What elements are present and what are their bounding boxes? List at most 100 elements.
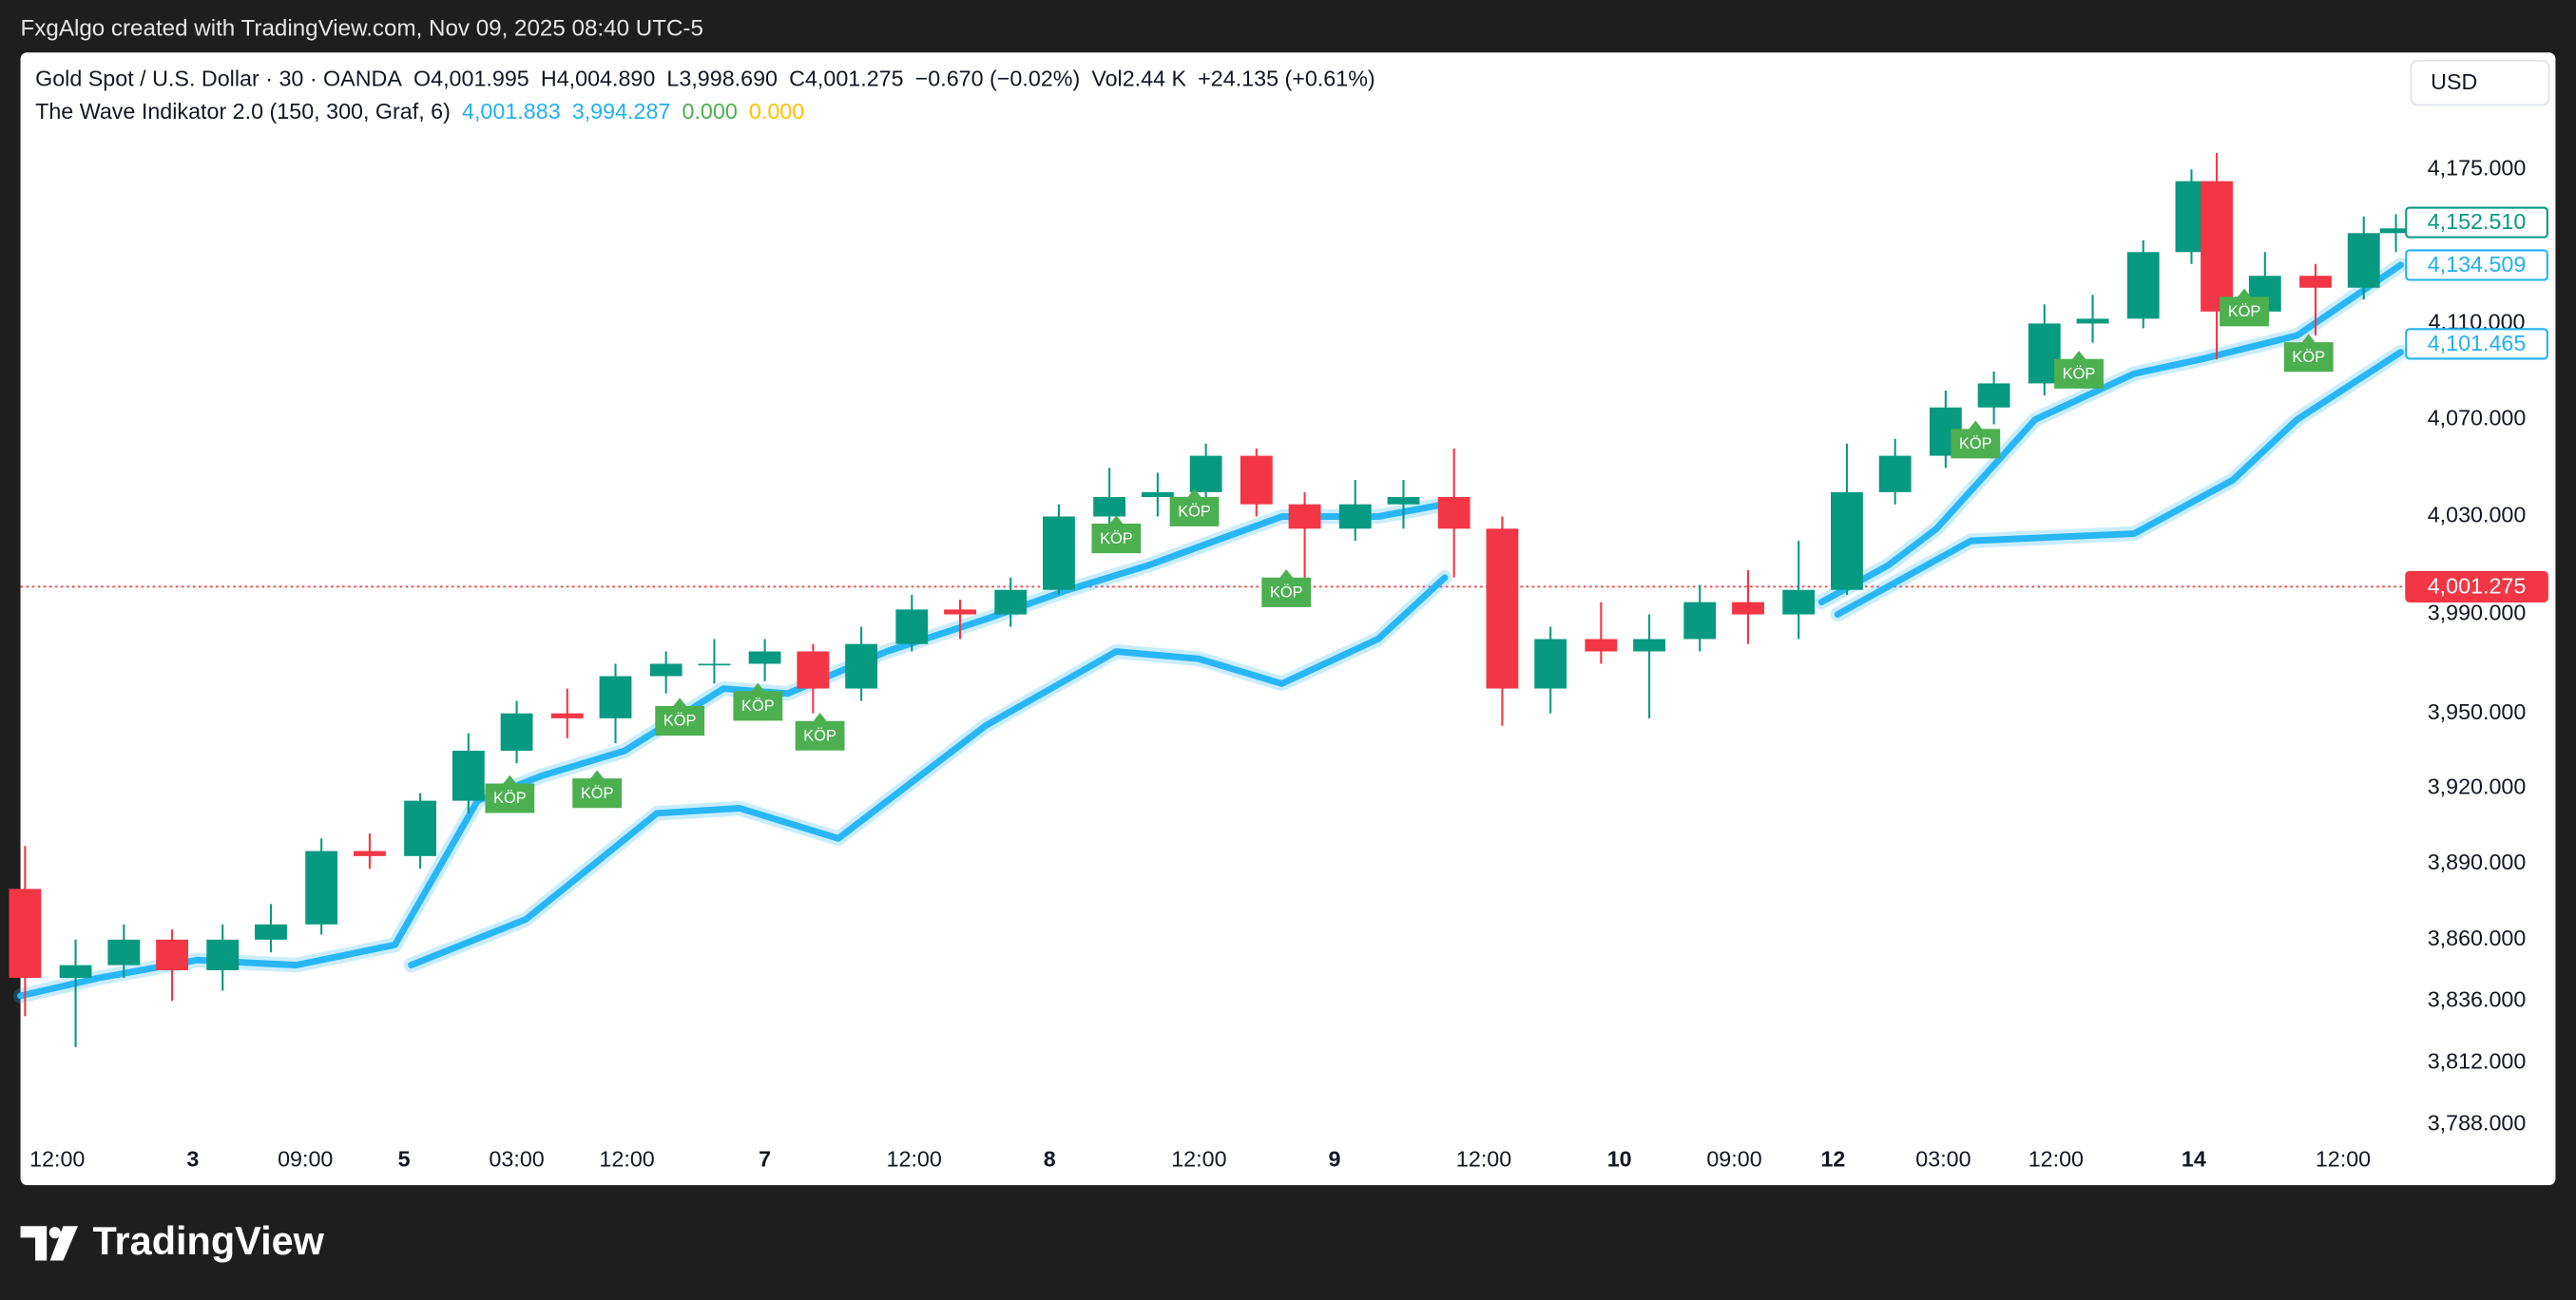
candle-body bbox=[1977, 383, 2010, 408]
candle-body bbox=[1831, 491, 1863, 590]
signal-label: KÖP bbox=[741, 698, 775, 715]
x-tick-label: 9 bbox=[1328, 1146, 1340, 1171]
logo-mark bbox=[20, 1226, 48, 1261]
candle-body bbox=[1240, 455, 1273, 505]
candle-body bbox=[2299, 276, 2332, 288]
y-tick-label: 3,990.000 bbox=[2428, 601, 2527, 625]
symbol-legend: Gold Spot / U.S. Dollar · 30 · OANDA O4,0… bbox=[35, 67, 1375, 91]
signal-label: KÖP bbox=[2063, 366, 2096, 383]
logo-mark bbox=[48, 1227, 61, 1239]
x-tick-label: 3 bbox=[186, 1146, 199, 1171]
y-tick-label: 4,070.000 bbox=[2428, 406, 2527, 430]
y-tick-label: 3,920.000 bbox=[2428, 774, 2527, 799]
legend-item: 3,994.287 bbox=[572, 99, 671, 124]
legend-item: +24.135 (+0.61%) bbox=[1198, 67, 1375, 91]
legend-item: O4,001.995 bbox=[413, 67, 529, 91]
x-tick-label: 03:00 bbox=[1915, 1146, 1970, 1171]
candle-body bbox=[305, 851, 338, 925]
chart-panel bbox=[20, 52, 2556, 1186]
signal-label: KÖP bbox=[803, 727, 836, 744]
price-label: 4,001.275 bbox=[2428, 573, 2527, 598]
signal-label: KÖP bbox=[2292, 349, 2325, 366]
candle-body bbox=[748, 651, 781, 664]
currency-button[interactable] bbox=[2410, 60, 2550, 106]
price-label-box bbox=[2405, 206, 2548, 239]
x-tick-label: 5 bbox=[398, 1146, 411, 1171]
x-tick-label: 12:00 bbox=[2028, 1146, 2084, 1171]
price-label: 4,101.465 bbox=[2428, 331, 2527, 355]
y-tick-label: 4,030.000 bbox=[2428, 503, 2527, 527]
footer-logo bbox=[20, 1226, 78, 1261]
candle-body bbox=[404, 800, 436, 856]
signal-badge bbox=[1091, 515, 1142, 554]
candle-body bbox=[994, 589, 1028, 615]
logo-mark bbox=[49, 1226, 78, 1261]
candle-body bbox=[156, 939, 188, 970]
candle-body bbox=[1633, 639, 1666, 652]
y-tick-label: 3,836.000 bbox=[2428, 986, 2527, 1011]
signal-badge bbox=[2283, 334, 2334, 373]
y-tick-label: 3,860.000 bbox=[2428, 926, 2527, 950]
candle-body bbox=[895, 609, 929, 644]
candle-body bbox=[1878, 455, 1912, 492]
signal-label: KÖP bbox=[1959, 435, 1992, 452]
x-tick-label: 12 bbox=[1820, 1146, 1845, 1171]
legend-item: L3,998.690 bbox=[666, 67, 778, 91]
signal-badge bbox=[795, 713, 845, 751]
y-tick-label: 3,950.000 bbox=[2428, 699, 2527, 724]
x-tick-label: 12:00 bbox=[29, 1146, 85, 1171]
signal-badge bbox=[655, 698, 705, 736]
candle-body bbox=[206, 939, 240, 970]
candle-body bbox=[500, 713, 533, 751]
legend-item: 4,001.883 bbox=[462, 99, 561, 124]
candle-body bbox=[1534, 639, 1567, 689]
price-label-box bbox=[2405, 249, 2548, 281]
signal-label: KÖP bbox=[1270, 583, 1303, 601]
x-tick-label: 12:00 bbox=[599, 1146, 654, 1171]
candle-body bbox=[2201, 181, 2233, 312]
signal-label: KÖP bbox=[2228, 303, 2261, 320]
legend-item: 0.000 bbox=[682, 99, 738, 124]
indicator-legend: The Wave Indikator 2.0 (150, 300, Graf, … bbox=[35, 99, 804, 124]
candle-body bbox=[2126, 252, 2160, 319]
candle-body bbox=[599, 676, 632, 718]
candle-body bbox=[1288, 504, 1321, 529]
candle-body bbox=[2347, 233, 2380, 288]
y-tick-label: 3,812.000 bbox=[2428, 1048, 2527, 1073]
signal-label: KÖP bbox=[1178, 504, 1211, 521]
candle-body bbox=[1732, 602, 1764, 615]
legend-item: The Wave Indikator 2.0 (150, 300, Graf, … bbox=[35, 99, 451, 124]
candle-body bbox=[550, 713, 584, 718]
candle-body bbox=[845, 643, 878, 689]
signal-label: KÖP bbox=[1100, 530, 1133, 547]
candle-body bbox=[59, 965, 92, 979]
legend-item: C4,001.275 bbox=[789, 67, 903, 91]
candle-body bbox=[2379, 228, 2413, 234]
price-label-box bbox=[2405, 570, 2548, 602]
legend-item: Vol2.44 K bbox=[1091, 67, 1186, 91]
attribution: FxgAlgo created with TradingView.com, No… bbox=[21, 15, 703, 41]
x-tick-label: 7 bbox=[759, 1146, 771, 1171]
x-tick-label: 09:00 bbox=[1706, 1146, 1761, 1171]
candle-body bbox=[2076, 318, 2109, 324]
signal-badge bbox=[1261, 569, 1312, 607]
candle-body bbox=[353, 851, 386, 856]
y-tick-label: 3,890.000 bbox=[2428, 850, 2527, 874]
x-tick-label: 03:00 bbox=[489, 1146, 544, 1171]
legend-item: H4,004.890 bbox=[541, 67, 656, 91]
x-tick-label: 12:00 bbox=[1171, 1146, 1226, 1171]
currency[interactable]: USD bbox=[2431, 69, 2477, 94]
x-tick-label: 8 bbox=[1044, 1146, 1056, 1171]
signal-badge bbox=[2220, 288, 2269, 327]
price-label: 4,152.510 bbox=[2428, 209, 2527, 234]
plot-area: 4,175.0004,110.0004,070.0004,030.0003,99… bbox=[9, 152, 2548, 1171]
x-tick-label: 14 bbox=[2182, 1146, 2206, 1171]
wave-line bbox=[408, 349, 2404, 969]
candle-body bbox=[698, 663, 731, 666]
candle-body bbox=[1437, 497, 1471, 529]
candle-body bbox=[9, 889, 42, 979]
x-tick-label: 09:00 bbox=[278, 1146, 333, 1171]
signal-badge bbox=[733, 682, 783, 721]
